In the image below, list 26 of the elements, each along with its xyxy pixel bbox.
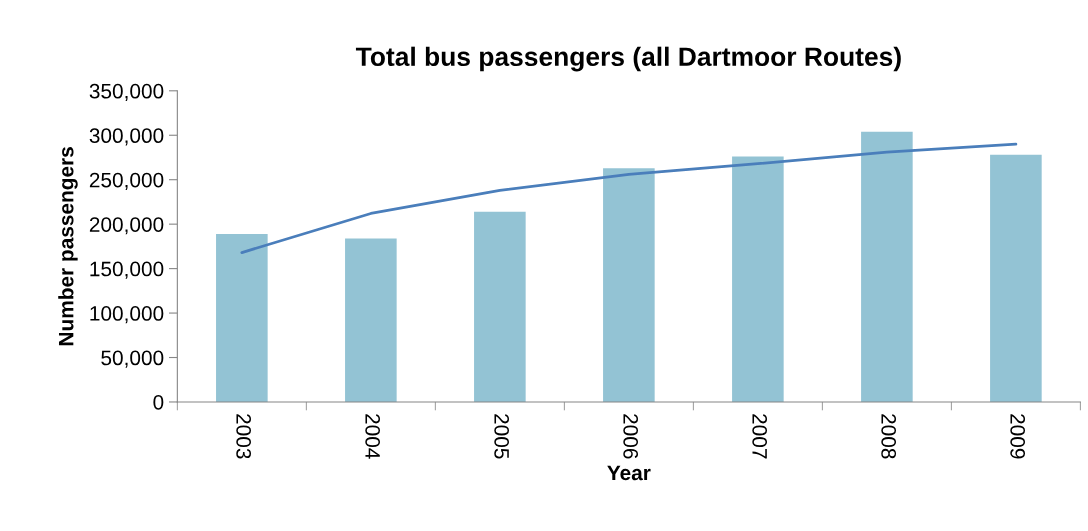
- y-tick-label: 150,000: [90, 261, 164, 279]
- y-tick-label: 250,000: [89, 172, 164, 190]
- bar: [990, 154, 1042, 402]
- bar: [216, 233, 268, 402]
- y-axis-title: Number passengers: [58, 147, 78, 346]
- y-tick-label: 50,000: [101, 350, 164, 368]
- bar: [345, 238, 397, 402]
- x-tick-label: 2009: [1010, 414, 1026, 459]
- x-tick-label: 2004: [365, 414, 381, 459]
- bar: [861, 131, 913, 402]
- x-tick-label: 2007: [752, 414, 768, 459]
- bar: [603, 168, 655, 402]
- x-tick-label: 2008: [881, 414, 897, 459]
- chart-title: Total bus passengers (all Dartmoor Routes): [355, 46, 901, 72]
- y-tick-label: 300,000: [89, 128, 164, 146]
- bar: [474, 211, 526, 402]
- x-tick-label: 2006: [623, 414, 639, 459]
- y-tick-label: 0: [153, 394, 164, 410]
- x-tick-label: 2003: [236, 414, 252, 459]
- y-tick-label: 100,000: [90, 306, 164, 324]
- bar: [732, 156, 784, 402]
- y-tick-label: 350,000: [89, 83, 164, 102]
- x-axis-title: Year: [607, 465, 651, 481]
- y-tick-label: 200,000: [89, 217, 164, 235]
- x-tick-label: 2005: [494, 414, 510, 459]
- line-series: [240, 142, 1018, 254]
